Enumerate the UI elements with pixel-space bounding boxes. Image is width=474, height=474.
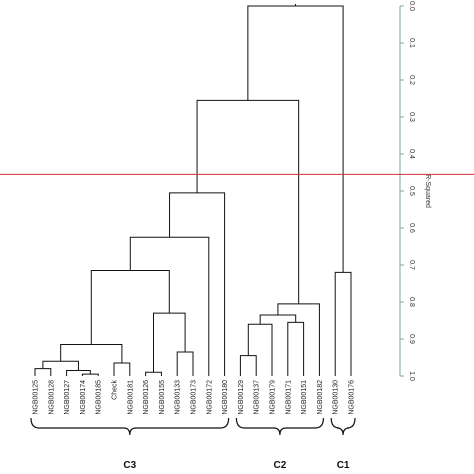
cluster-brace (235, 417, 324, 436)
leaf-label: NGB00137 (254, 380, 261, 415)
leaf-label: NGB00126 (143, 380, 150, 415)
dendrogram-branch (334, 271, 352, 376)
dendrogram-branch (90, 270, 170, 345)
leaf-label: NGB00127 (64, 380, 71, 415)
cluster-braces: C3 C2 C1 (30, 417, 356, 471)
leaf-label: NGB00171 (285, 380, 292, 415)
y-tick-label: 0.5 (408, 186, 415, 196)
y-axis-title: R-Squared (424, 174, 431, 208)
leaf-label: NGB00130 (333, 380, 340, 415)
dendrogram-branch (153, 312, 186, 373)
cluster-label: C1 (337, 460, 350, 471)
y-tick-label: 0.0 (408, 1, 415, 11)
y-axis: 0.0 0.1 0.2 0.3 0.4 0.5 0.6 0.7 0.8 0.9 1.0 R-Squar… (399, 1, 431, 381)
cluster-label: C2 (274, 460, 287, 471)
dendrogram-branch (196, 99, 300, 304)
leaf-label: NGB00179 (270, 380, 277, 415)
dendrogram-branch (81, 373, 99, 376)
y-tick-label: 0.1 (408, 38, 415, 48)
y-tick-label: 0.3 (408, 112, 415, 122)
dendrogram-branch (66, 369, 91, 376)
leaf-label: NGB00129 (238, 380, 245, 415)
y-tick-label: 0.9 (408, 334, 415, 344)
leaf-label: NGB00180 (222, 380, 229, 415)
leaf-label: NGB00172 (206, 380, 213, 415)
leaf-label: NGB00151 (301, 380, 308, 415)
dendrogram-branch (247, 5, 344, 273)
leaf-label: NGB00181 (127, 380, 134, 415)
dendrogram-branch (287, 321, 305, 376)
leaf-labels: NGB00125 NGB00128 NGB00127 NGB00174 NGB00185… (33, 380, 356, 415)
leaf-label: NGB00174 (80, 380, 87, 415)
dendrogram-branch (239, 355, 257, 376)
leaf-label: NGB00125 (33, 380, 40, 415)
dendrogram-branch (169, 192, 226, 376)
dendrogram-branch (176, 351, 194, 376)
leaf-label: Check (112, 380, 119, 400)
dendrogram-branch (113, 362, 131, 376)
leaf-label: NGB00182 (317, 380, 324, 415)
y-tick-label: 0.7 (408, 260, 415, 270)
dendrogram-branches (34, 4, 352, 376)
leaf-label: NGB00128 (48, 380, 55, 415)
y-tick-label: 0.8 (408, 297, 415, 307)
leaf-label: NGB00185 (96, 380, 103, 415)
leaf-label: NGB00155 (159, 380, 166, 415)
leaf-label: NGB00173 (191, 380, 198, 415)
dendrogram-branch (60, 344, 123, 364)
cluster-brace (30, 417, 230, 436)
dendrogram-branch (145, 371, 162, 376)
leaf-label: NGB00176 (349, 380, 356, 415)
y-tick-label: 1.0 (408, 371, 415, 381)
leaf-label: NGB00133 (175, 380, 182, 415)
dendrogram-branch (247, 323, 273, 376)
y-tick-label: 0.6 (408, 223, 415, 233)
cluster-brace (330, 417, 356, 436)
y-tick-label: 0.4 (408, 149, 415, 159)
y-tick-label: 0.2 (408, 75, 415, 85)
dendrogram-branch (34, 368, 52, 376)
cluster-label: C3 (123, 460, 136, 471)
